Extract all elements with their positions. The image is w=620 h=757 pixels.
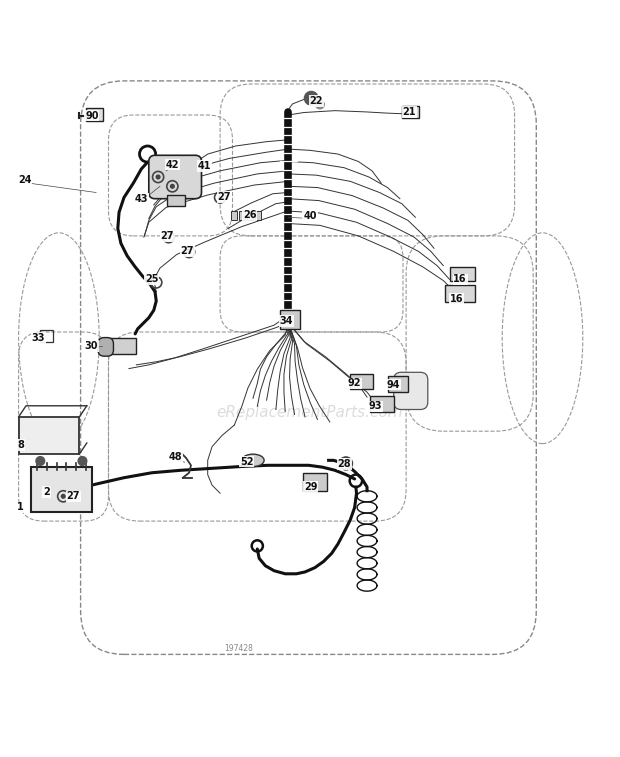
- Text: 92: 92: [348, 378, 361, 388]
- Text: 29: 29: [304, 482, 317, 492]
- Circle shape: [170, 185, 174, 188]
- Circle shape: [78, 456, 87, 466]
- Text: 33: 33: [32, 333, 45, 343]
- FancyBboxPatch shape: [350, 374, 373, 389]
- Text: 52: 52: [240, 456, 254, 466]
- Text: 93: 93: [368, 401, 382, 411]
- FancyBboxPatch shape: [303, 472, 327, 491]
- Text: 28: 28: [337, 459, 351, 469]
- FancyBboxPatch shape: [255, 211, 261, 220]
- Text: 27: 27: [180, 246, 194, 256]
- Text: 43: 43: [135, 194, 148, 204]
- Circle shape: [156, 175, 160, 179]
- Text: 2: 2: [43, 487, 50, 497]
- FancyBboxPatch shape: [86, 107, 103, 121]
- Text: 8: 8: [17, 440, 24, 450]
- Text: 16: 16: [450, 294, 464, 304]
- FancyBboxPatch shape: [149, 155, 202, 198]
- Circle shape: [304, 92, 318, 105]
- Text: 21: 21: [402, 107, 416, 117]
- FancyBboxPatch shape: [402, 106, 419, 118]
- Text: 40: 40: [303, 211, 317, 221]
- FancyBboxPatch shape: [394, 372, 428, 410]
- FancyBboxPatch shape: [388, 376, 408, 392]
- Text: 22: 22: [309, 95, 323, 106]
- Ellipse shape: [242, 454, 264, 466]
- Text: 41: 41: [198, 160, 211, 171]
- FancyBboxPatch shape: [370, 397, 394, 412]
- FancyBboxPatch shape: [231, 211, 237, 220]
- FancyBboxPatch shape: [31, 467, 92, 512]
- Text: 197428: 197428: [224, 643, 253, 653]
- FancyBboxPatch shape: [167, 195, 185, 206]
- Text: 25: 25: [145, 274, 159, 285]
- Text: 27: 27: [161, 231, 174, 241]
- FancyBboxPatch shape: [445, 285, 475, 302]
- Circle shape: [218, 195, 222, 199]
- Text: 24: 24: [18, 175, 32, 185]
- Circle shape: [187, 250, 191, 254]
- FancyBboxPatch shape: [108, 338, 136, 354]
- Text: 90: 90: [85, 111, 99, 120]
- Text: 94: 94: [386, 380, 400, 390]
- FancyBboxPatch shape: [239, 211, 245, 220]
- Text: eReplacementParts.com: eReplacementParts.com: [216, 405, 404, 420]
- Text: 42: 42: [166, 160, 179, 170]
- Text: 1: 1: [17, 503, 24, 512]
- Text: 27: 27: [66, 491, 80, 501]
- Text: 26: 26: [243, 210, 257, 220]
- FancyBboxPatch shape: [280, 310, 300, 329]
- Circle shape: [61, 494, 65, 498]
- Text: 27: 27: [218, 192, 231, 202]
- Text: 30: 30: [84, 341, 98, 351]
- FancyBboxPatch shape: [98, 338, 113, 357]
- Circle shape: [36, 456, 45, 466]
- Text: 34: 34: [280, 316, 293, 326]
- FancyBboxPatch shape: [450, 267, 475, 281]
- Text: 48: 48: [169, 452, 182, 463]
- Circle shape: [167, 235, 170, 239]
- Circle shape: [316, 100, 324, 109]
- FancyBboxPatch shape: [19, 417, 79, 454]
- FancyBboxPatch shape: [247, 211, 253, 220]
- Text: 16: 16: [453, 274, 467, 285]
